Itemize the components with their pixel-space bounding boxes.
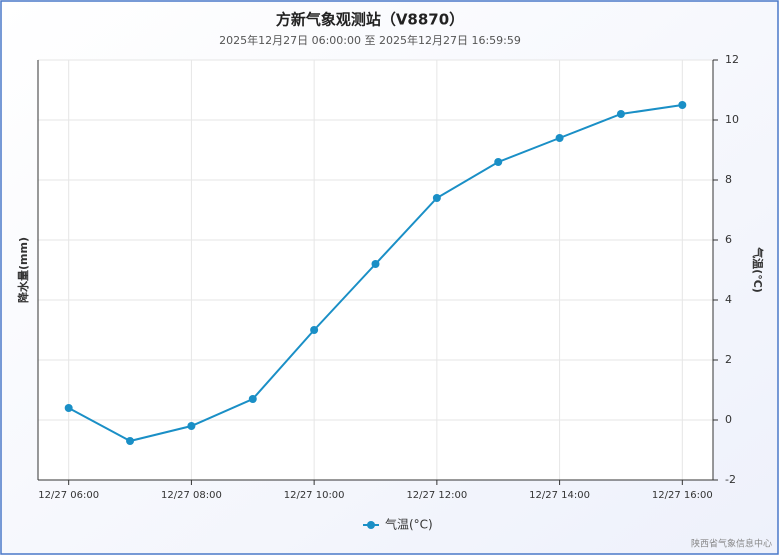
data-point [678,101,687,109]
data-point [64,404,73,412]
data-point [371,260,380,268]
x-tick-label: 12/27 12:00 [406,490,467,501]
data-point [555,134,564,142]
data-point [126,437,135,445]
x-tick-label: 12/27 06:00 [38,490,99,501]
credit: 陕西省气象信息中心 [691,538,772,550]
y2-tick-label: 4 [725,293,732,306]
y2-tick-label: 12 [725,53,739,66]
chart-subtitle: 2025年12月27日 06:00:00 至 2025年12月27日 16:59… [219,33,521,47]
legend-label: 气温(°C) [385,517,433,532]
chart-title: 方新气象观测站（V8870） [276,11,464,29]
y2-tick-label: 0 [725,413,732,426]
data-point [310,326,319,334]
y-axis-title: 降水量(mm) [16,237,30,303]
data-point [494,158,503,166]
plot-area [38,60,713,480]
y2-tick-label: 10 [725,113,739,126]
data-point [187,422,196,430]
data-point [248,395,257,403]
x-tick-label: 12/27 10:00 [284,490,345,501]
x-tick-label: 12/27 14:00 [529,490,590,501]
y2-axis-title: 气温(°C) [751,246,765,293]
y2-tick-label: 6 [725,233,732,246]
y2-tick-label: -2 [725,473,736,486]
y2-tick-label: 2 [725,353,732,366]
legend-marker [367,521,375,529]
data-point [616,110,625,118]
x-tick-label: 12/27 08:00 [161,490,222,501]
x-tick-label: 12/27 16:00 [652,490,713,501]
y2-tick-label: 8 [725,173,732,186]
data-point [432,194,441,202]
